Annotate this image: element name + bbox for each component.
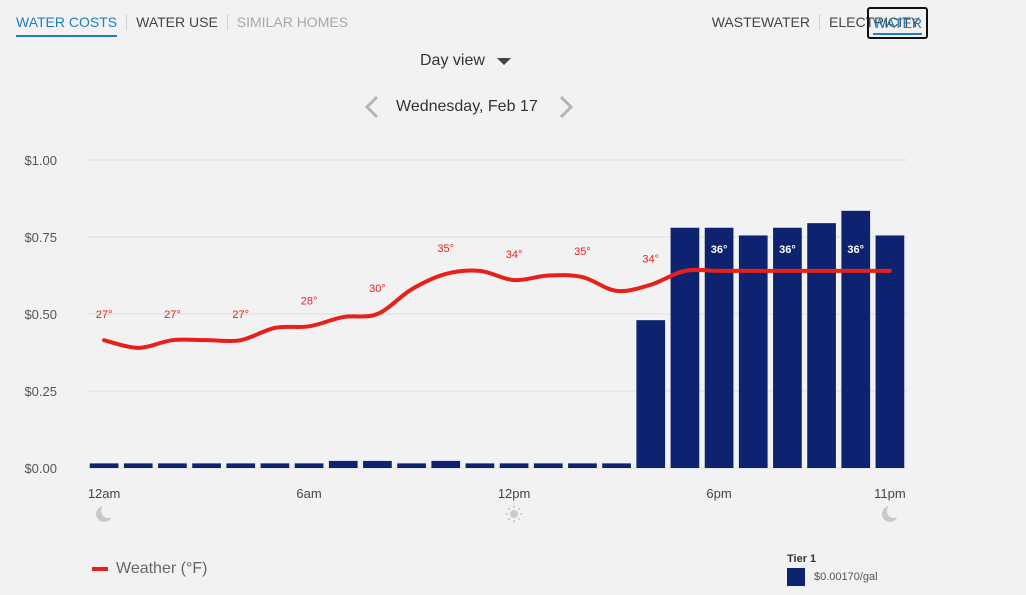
x-tick-label: 11pm	[874, 486, 906, 501]
cost-bar[interactable]	[158, 463, 187, 468]
tier-swatch	[787, 568, 805, 586]
cost-bar[interactable]	[192, 463, 221, 468]
chevron-left-icon[interactable]	[360, 94, 384, 120]
chevron-right-icon[interactable]	[554, 94, 578, 120]
x-tick-label: 12pm	[498, 486, 531, 501]
y-tick-label: $0.50	[24, 307, 57, 322]
x-tick-label: 6pm	[706, 486, 731, 501]
tab-water[interactable]: WATER	[867, 7, 928, 39]
cost-bar[interactable]	[738, 235, 768, 468]
weather-label: 34°	[642, 254, 659, 266]
weather-label: 30°	[369, 283, 386, 295]
weather-label: 35°	[437, 243, 454, 255]
tab-water-label: WATER	[873, 15, 922, 35]
tab-electricity[interactable]: ELECTRICITY	[828, 14, 920, 30]
weather-line	[102, 267, 892, 350]
moon-icon	[96, 504, 116, 522]
y-tick-label: $0.75	[24, 230, 57, 245]
cost-bar[interactable]	[841, 210, 871, 468]
x-tick-label: 12am	[88, 486, 121, 501]
weather-label: 36°	[847, 244, 864, 256]
cost-bar[interactable]	[670, 227, 700, 468]
cost-bar[interactable]	[123, 463, 153, 468]
cost-bar[interactable]	[875, 235, 905, 468]
tier-title: Tier 1	[787, 553, 817, 565]
tab-wastewater[interactable]: WASTEWATER	[703, 14, 820, 30]
tab-similar-homes[interactable]: SIMILAR HOMES	[236, 14, 349, 30]
y-tick-label: $0.25	[24, 384, 57, 399]
weather-legend-swatch	[92, 567, 108, 571]
cost-bar[interactable]	[89, 463, 119, 468]
cost-bar[interactable]	[397, 463, 426, 468]
weather-label: 27°	[164, 309, 181, 321]
tab-water-use[interactable]: WATER USE	[127, 14, 228, 30]
cost-bar[interactable]	[465, 463, 495, 468]
report-tabs: WATER COSTS WATER USE SIMILAR HOMES	[16, 14, 357, 37]
cost-bar[interactable]	[568, 463, 597, 468]
weather-label: 36°	[711, 244, 728, 256]
y-tick-label: $1.00	[24, 153, 57, 168]
cost-bar[interactable]	[704, 227, 734, 468]
cost-bar[interactable]	[807, 223, 836, 468]
tab-water-costs[interactable]: WATER COSTS	[16, 14, 128, 37]
tier-rate: $0.00170/gal	[814, 571, 878, 583]
cost-bar[interactable]	[431, 460, 461, 468]
weather-label: 35°	[574, 246, 591, 258]
x-tick-label: 6am	[296, 486, 321, 501]
sun-icon	[505, 505, 523, 523]
cost-bar[interactable]	[533, 463, 563, 468]
utility-tabs: WASTEWATER ELECTRICITY	[703, 14, 929, 30]
weather-label: 27°	[96, 309, 113, 321]
moon-icon	[881, 504, 901, 522]
cost-bar[interactable]	[260, 463, 290, 468]
cost-bar[interactable]	[499, 463, 529, 468]
cost-bar[interactable]	[602, 463, 631, 468]
y-tick-label: $0.00	[24, 461, 57, 476]
cost-bar[interactable]	[773, 227, 802, 468]
weather-label: 34°	[506, 249, 523, 261]
weather-legend-label: Weather (°F)	[116, 560, 208, 577]
cost-bar[interactable]	[226, 463, 256, 468]
cost-chart: $0.00 $0.25 $0.50 $0.75 $1.00 27° 27° 27° 28° 30°…	[24, 153, 907, 523]
view-dropdown-label: Day view	[420, 52, 485, 69]
weather-label: 28°	[301, 295, 318, 307]
cost-bar[interactable]	[636, 320, 666, 468]
date-navigator: Wednesday, Feb 17	[360, 94, 578, 120]
caret-down-icon	[496, 57, 511, 65]
view-dropdown[interactable]: Day view	[420, 52, 511, 70]
weather-label: 36°	[779, 244, 796, 256]
weather-legend: Weather (°F)	[92, 560, 207, 578]
cost-bar[interactable]	[328, 460, 358, 468]
cost-bar[interactable]	[363, 460, 392, 468]
date-label: Wednesday, Feb 17	[396, 98, 538, 115]
cost-bar[interactable]	[294, 463, 324, 468]
tier-legend: Tier 1 $0.00170/gal	[787, 553, 878, 586]
weather-label: 27°	[232, 309, 249, 321]
